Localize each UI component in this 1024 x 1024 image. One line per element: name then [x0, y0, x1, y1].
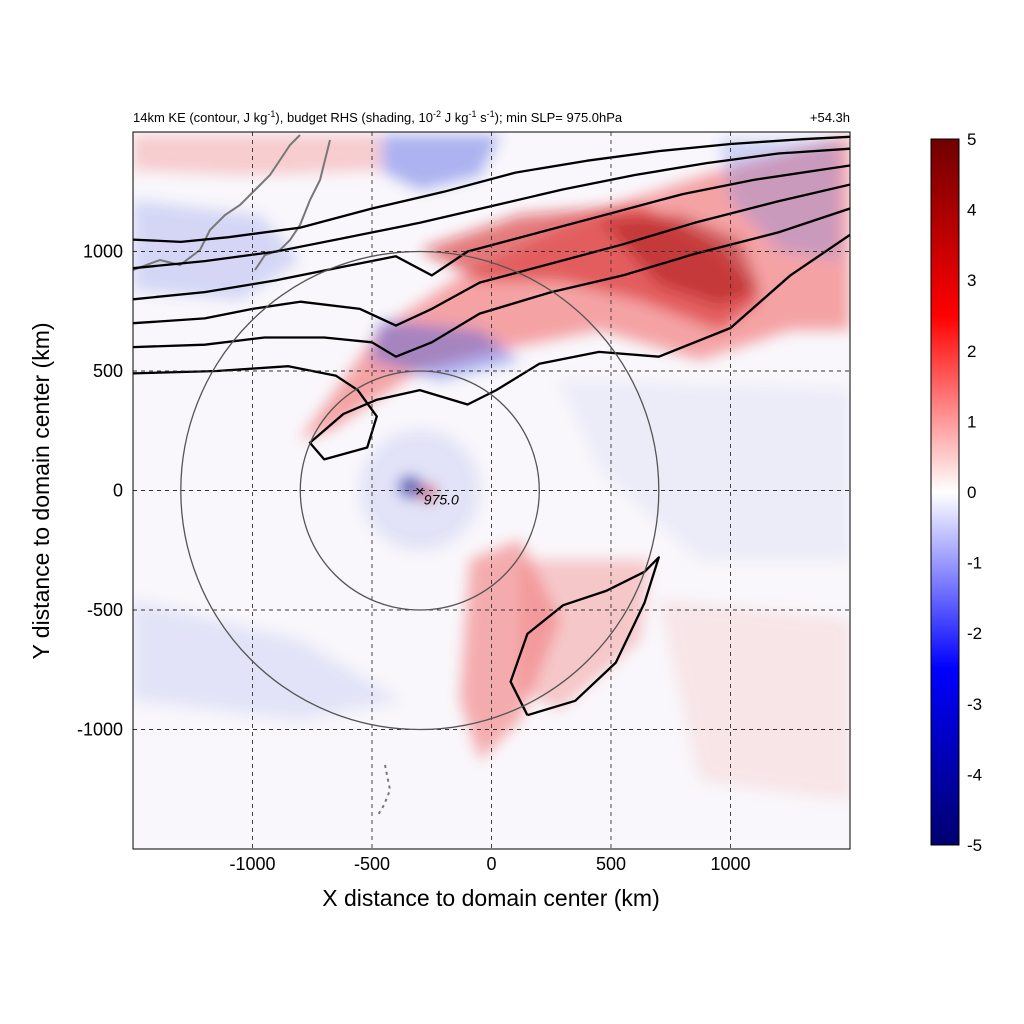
title-superscript: -1	[487, 109, 495, 119]
title-part: 14km KE (contour, J kg	[133, 110, 267, 125]
x-tick-label: 0	[486, 854, 496, 874]
title-part: J kg	[441, 110, 468, 125]
title-superscript: -2	[433, 109, 441, 119]
ke-contour-line	[133, 233, 850, 461]
x-tick-label: -1000	[229, 854, 275, 874]
shading-region	[660, 600, 850, 800]
y-tick-label: -1000	[77, 720, 123, 740]
title-superscript: -1	[468, 109, 476, 119]
colorbar-tick-label: 5	[967, 130, 976, 149]
colorbar-tick-label: -5	[967, 836, 982, 855]
range-circle	[299, 370, 540, 611]
colorbar-tick-label: 1	[967, 412, 976, 431]
shading-region	[600, 215, 760, 305]
colorbar-tick-label: -2	[967, 624, 982, 643]
shading-region	[380, 135, 500, 190]
y-tick-labels: -1000 -500 0 500 1000	[77, 242, 123, 740]
colorbar-gradient	[930, 138, 960, 846]
ke-contour-line	[133, 135, 850, 244]
y-tick-label: 0	[113, 481, 123, 501]
shading-region	[133, 135, 380, 175]
title-part: s	[476, 110, 487, 125]
colorbar-tick-labels: 5 4 3 2 1 0 -1 -2 -3 -4 -5	[967, 130, 982, 855]
shading-region	[370, 320, 520, 380]
plot-area: × 975.0	[132, 131, 851, 850]
shading-region	[360, 430, 480, 550]
colorbar-tick-label: 4	[967, 201, 976, 220]
shading-region	[560, 380, 850, 560]
title-part: ), budget RHS (shading, 10	[275, 110, 433, 125]
y-tick-label: -500	[87, 600, 123, 620]
range-circles	[180, 250, 660, 731]
colorbar: 5 4 3 2 1 0 -1 -2 -3 -4 -5	[930, 130, 982, 855]
storm-center-label: 975.0	[424, 492, 459, 508]
shading-region	[520, 560, 650, 710]
x-tick-label: 500	[596, 854, 626, 874]
storm-center-x-mark: ×	[415, 484, 424, 501]
plot-frame	[132, 131, 851, 850]
x-axis-label: X distance to domain center (km)	[322, 885, 659, 911]
y-tick-label: 500	[93, 361, 123, 381]
colorbar-tick-label: -4	[967, 765, 982, 784]
chart-title: 14km KE (contour, J kg-1), budget RHS (s…	[133, 109, 623, 125]
title-part: ); min SLP= 975.0hPa	[495, 110, 623, 125]
y-tick-label: 1000	[83, 242, 123, 262]
x-tick-labels: -1000 -500 0 500 1000	[229, 854, 750, 874]
range-circle	[180, 250, 660, 731]
storm-center-marker: × 975.0	[415, 484, 459, 508]
colorbar-tick-label: -1	[967, 554, 982, 573]
ke-contour-line	[133, 207, 850, 358]
colorbar-tick-label: 2	[967, 342, 976, 361]
shading-region	[133, 600, 400, 720]
x-tick-label: 1000	[710, 854, 750, 874]
x-tick-label: -500	[354, 854, 390, 874]
y-axis-label: Y distance to domain center (km)	[28, 322, 54, 659]
title-superscript: -1	[267, 109, 275, 119]
shading-region	[133, 200, 300, 300]
ke-contour-line	[133, 164, 850, 301]
forecast-time-label: +54.3h	[810, 110, 850, 125]
colorbar-tick-label: 0	[967, 483, 976, 502]
colorbar-tick-label: -3	[967, 695, 982, 714]
colorbar-tick-label: 3	[967, 271, 976, 290]
